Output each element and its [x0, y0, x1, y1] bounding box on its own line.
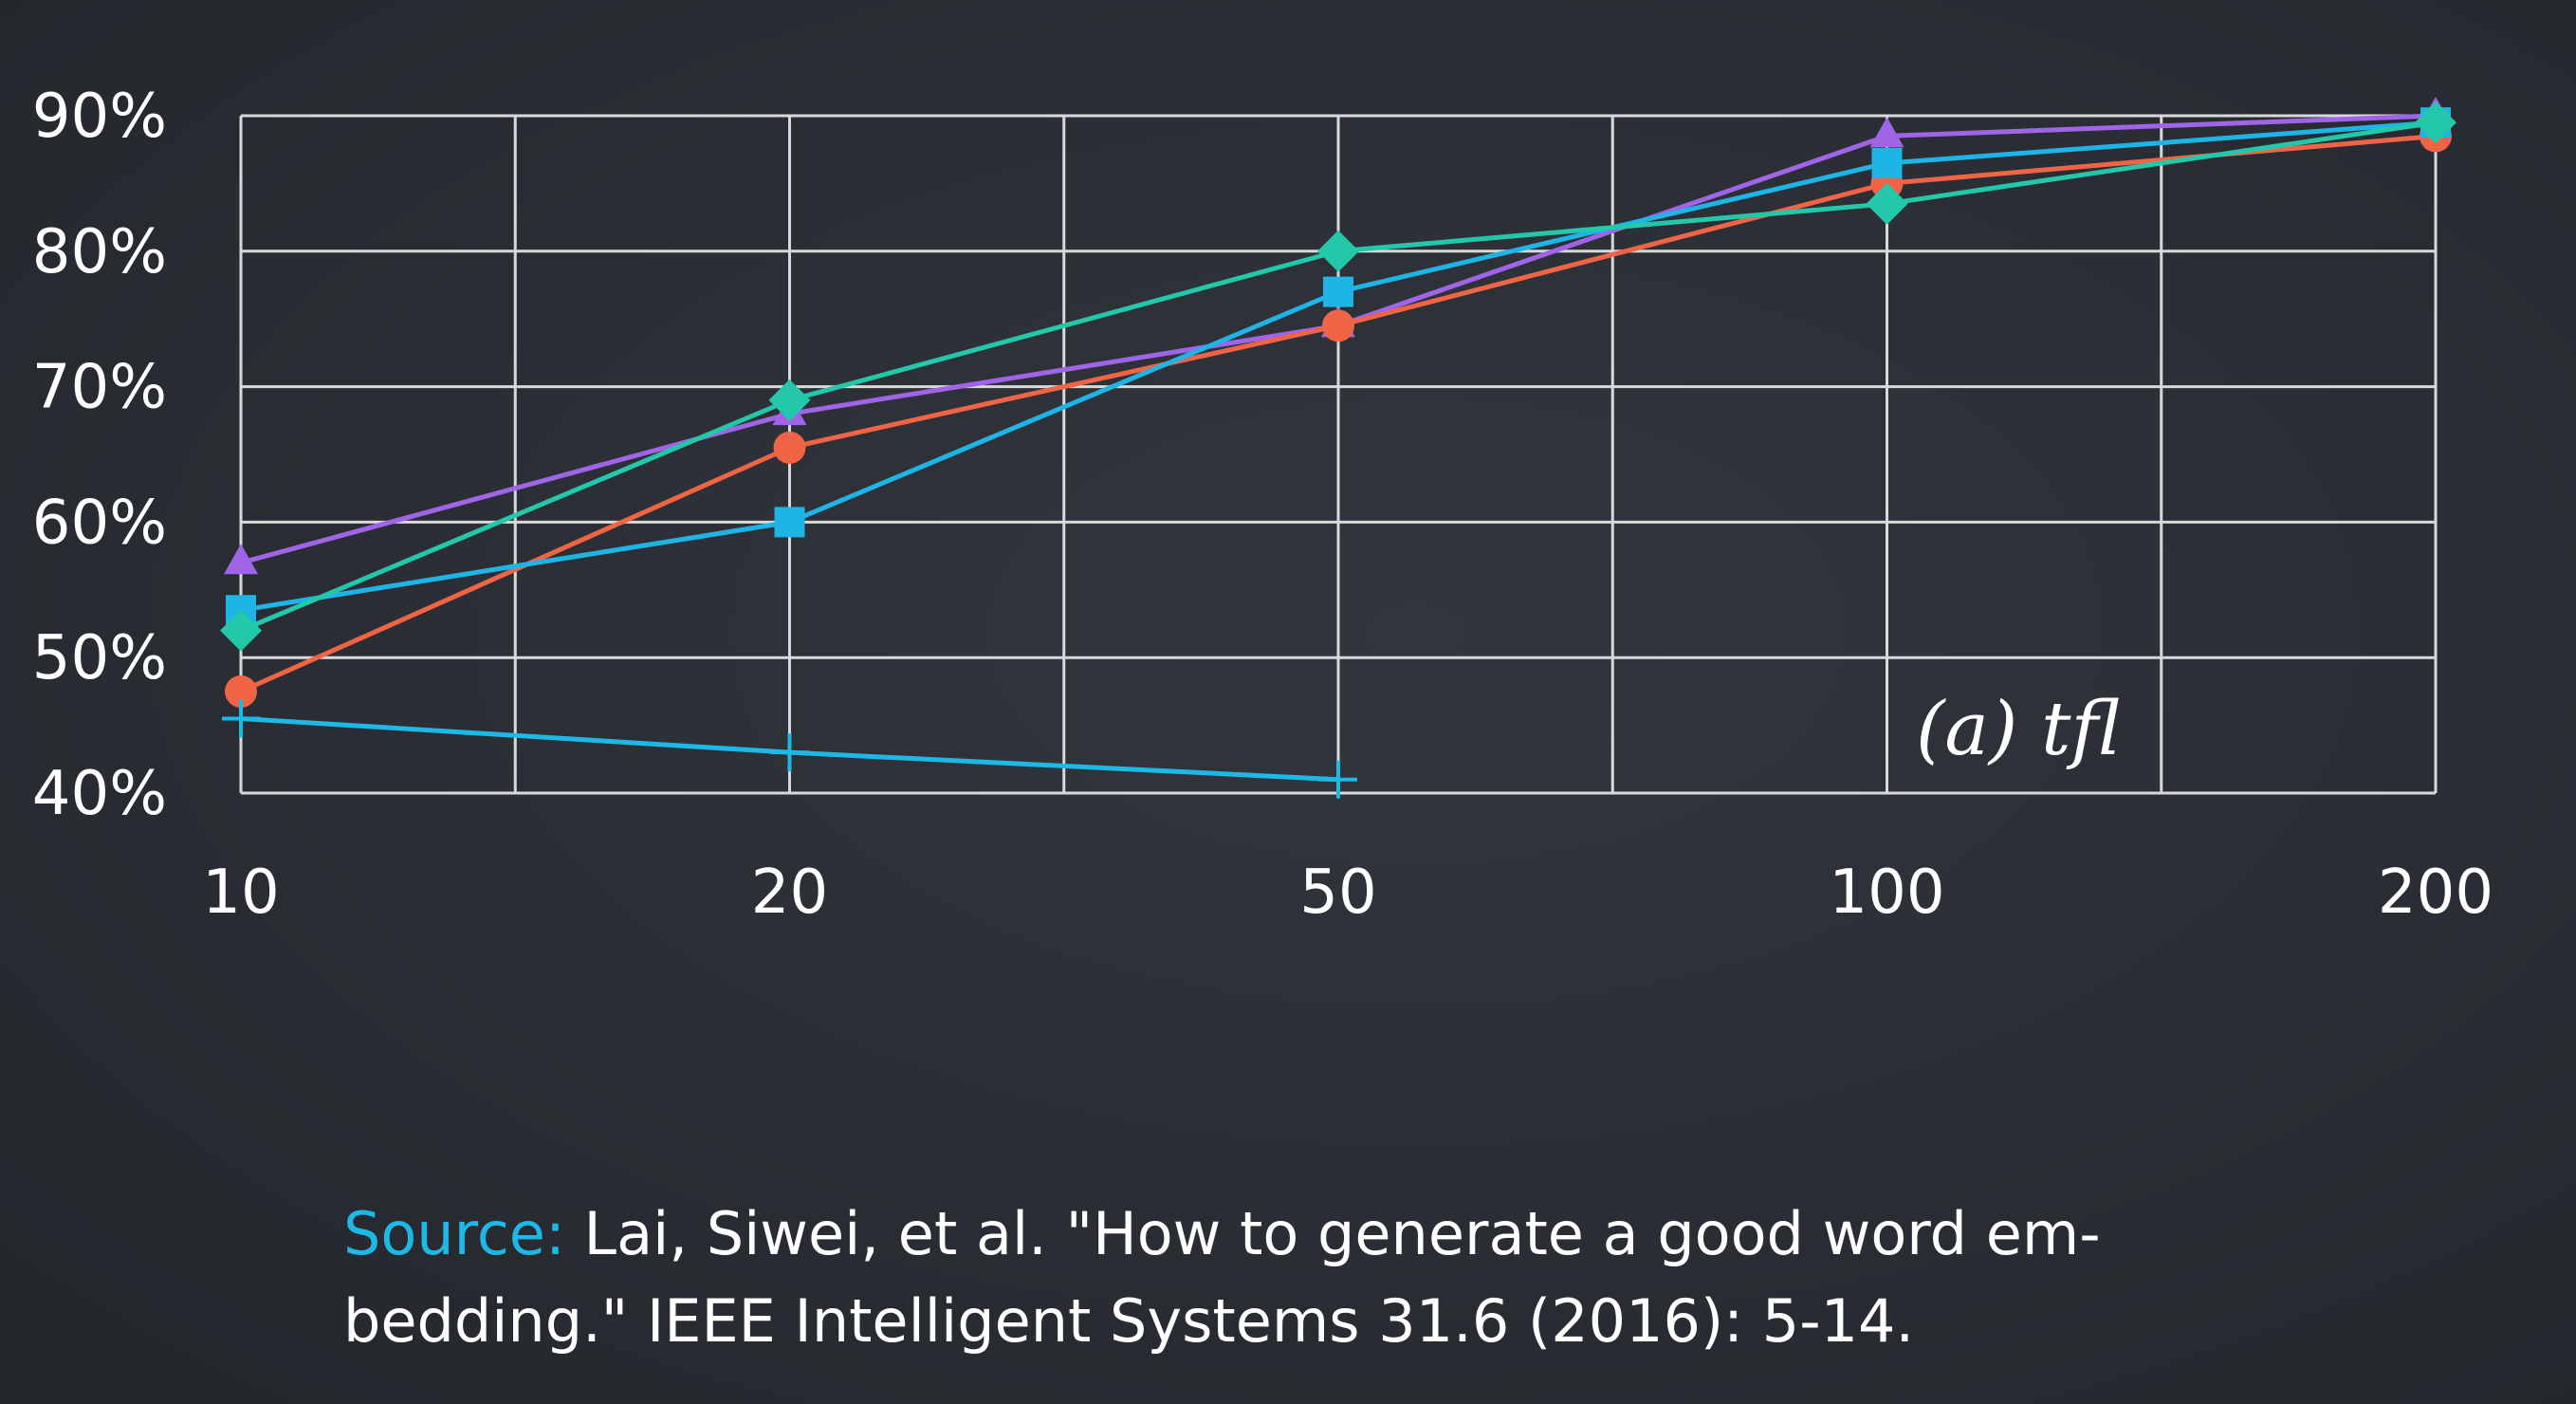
source-caption: Source: Lai, Siwei, et al. "How to gener… [343, 1191, 2240, 1365]
x-tick-label: 10 [202, 858, 279, 928]
data-point [1871, 147, 1903, 178]
data-point [1323, 276, 1353, 307]
y-tick-label: 40% [32, 759, 167, 829]
x-axis-tick-labels: 10 20 50 100 200 [202, 858, 2493, 928]
chart-series [220, 97, 2456, 799]
data-point [1866, 182, 1908, 225]
data-point [768, 379, 811, 421]
caption-line-2: bedding." IEEE Intelligent Systems 31.6 … [343, 1286, 1915, 1356]
data-point [224, 544, 258, 575]
y-tick-label: 90% [32, 82, 167, 152]
y-tick-label: 50% [32, 623, 167, 693]
data-point [774, 507, 805, 538]
x-tick-label: 200 [2378, 858, 2493, 928]
panel-label: (a) tfl [1916, 687, 2121, 772]
x-tick-label: 20 [751, 858, 828, 928]
caption-text-1: Lai, Siwei, et al. "How to generate a go… [564, 1199, 2101, 1268]
data-point [1319, 760, 1357, 799]
data-point [225, 674, 257, 708]
caption-source-label: Source: [343, 1199, 565, 1268]
data-point [222, 699, 260, 738]
y-tick-label: 60% [32, 488, 167, 558]
data-point [220, 609, 262, 652]
y-axis-tick-labels: 90% 80% 70% 60% 50% 40% [32, 82, 167, 829]
line-chart: 90% 80% 70% 60% 50% 40% 10 20 50 100 200 (a) tfl [32, 82, 2493, 928]
caption-line-1: Source: Lai, Siwei, et al. "How to gener… [343, 1191, 2240, 1278]
data-point [773, 431, 806, 464]
y-tick-label: 70% [32, 353, 167, 423]
data-point [1317, 230, 1359, 272]
data-point [1322, 309, 1354, 342]
y-tick-label: 80% [32, 217, 167, 287]
x-tick-label: 100 [1829, 858, 1944, 928]
data-point [1869, 117, 1904, 148]
data-point [770, 733, 809, 772]
data-point [2415, 102, 2456, 144]
x-tick-label: 50 [1299, 858, 1376, 928]
